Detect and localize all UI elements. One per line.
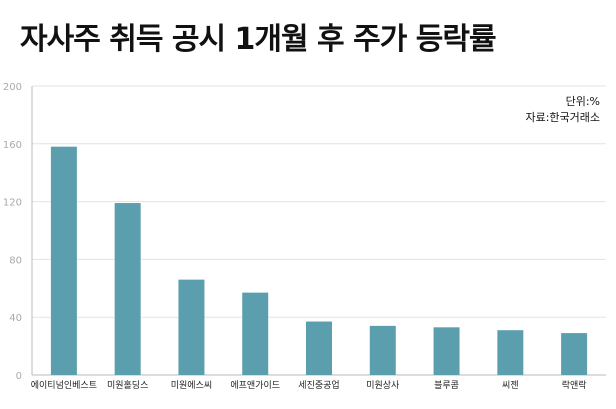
chart-title: 자사주 취득 공시 1개월 후 주가 등락률 — [20, 22, 497, 57]
bar — [561, 333, 588, 375]
bar — [114, 203, 141, 375]
y-tick-label: 160 — [3, 140, 22, 151]
x-category-label: 미원홀딩스 — [107, 379, 148, 391]
bar — [50, 146, 77, 375]
source-label: 자료:한국거래소 — [525, 111, 600, 124]
x-category-label: 씨젠 — [502, 380, 519, 391]
y-tick-label: 200 — [3, 82, 22, 93]
x-category-label: 미원에스씨 — [171, 380, 212, 391]
bar — [497, 330, 524, 375]
unit-label: 단위:% — [565, 95, 600, 108]
x-category-label: 에이티넘인베스트 — [31, 380, 97, 391]
bar — [433, 327, 460, 375]
y-tick-label: 80 — [9, 255, 22, 266]
y-tick-label: 120 — [3, 198, 22, 209]
bar — [178, 279, 205, 375]
x-category-label: 락앤락 — [562, 379, 587, 391]
x-category-label: 블루콤 — [434, 380, 459, 391]
y-tick-label: 40 — [9, 313, 22, 324]
y-tick-label: 0 — [16, 371, 22, 382]
bar — [369, 325, 396, 375]
bar — [242, 292, 269, 375]
x-category-label: 에프앤가이드 — [230, 380, 280, 391]
x-category-label: 미원상사 — [366, 380, 400, 391]
bar — [306, 321, 332, 375]
x-category-label: 세진중공업 — [298, 380, 339, 391]
